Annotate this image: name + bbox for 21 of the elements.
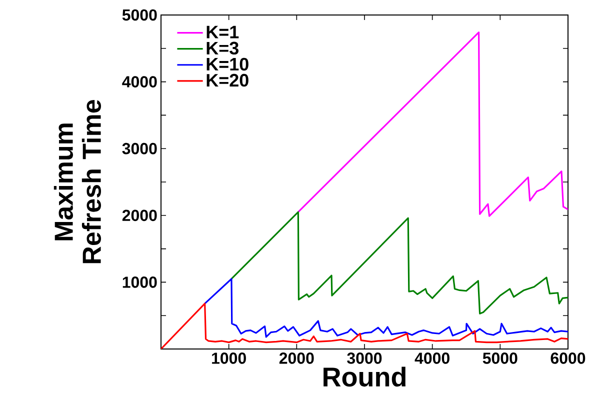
y-axis-title: Maximum Refresh Time (54, 100, 102, 264)
x-tick-label: 6000 (550, 352, 586, 364)
legend-label: K=10 (206, 58, 248, 71)
line-series (297, 32, 568, 217)
x-tick-label: 3000 (347, 352, 382, 364)
x-tick-label: 1000 (212, 352, 246, 364)
x-tick-label: 4000 (414, 352, 450, 364)
line-series (230, 211, 568, 314)
y-tick-label: 1000 (122, 276, 157, 288)
line-series (204, 278, 568, 338)
y-tick-label: 2000 (122, 210, 157, 222)
x-axis-title: Round (324, 366, 406, 387)
y-tick-label: 5000 (122, 9, 157, 21)
line-series (161, 302, 568, 349)
legend-label: K=20 (206, 74, 248, 87)
y-tick-label: 3000 (122, 142, 157, 154)
legend-label: K=1 (206, 26, 239, 38)
legend-label: K=3 (206, 42, 238, 55)
y-tick-label: 4000 (122, 76, 157, 88)
x-tick-label: 2000 (279, 352, 314, 364)
x-tick-label: 5000 (482, 352, 518, 364)
